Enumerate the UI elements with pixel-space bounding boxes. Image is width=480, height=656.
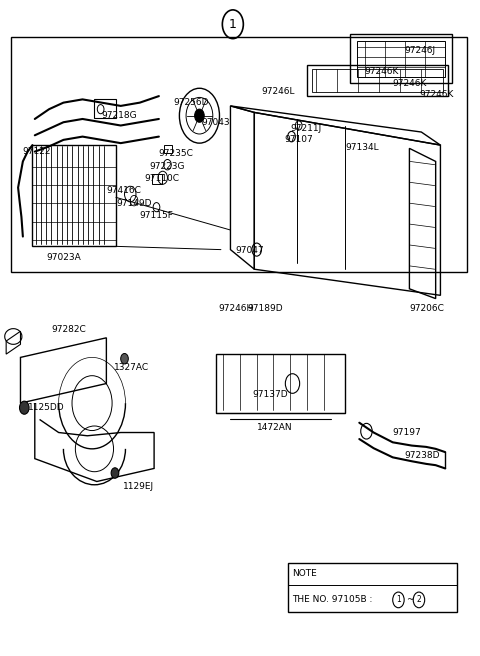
Text: 1472AN: 1472AN bbox=[257, 422, 292, 432]
Bar bbox=[33, 145, 116, 247]
Bar bbox=[357, 41, 445, 77]
Text: 97246K: 97246K bbox=[393, 79, 427, 88]
Bar bbox=[152, 174, 162, 184]
Text: 97197: 97197 bbox=[393, 428, 421, 437]
Text: 97149D: 97149D bbox=[116, 199, 151, 208]
Text: 1327AC: 1327AC bbox=[114, 363, 149, 372]
Text: 97122: 97122 bbox=[23, 147, 51, 156]
Text: 1125DD: 1125DD bbox=[28, 403, 64, 412]
Text: 97211J: 97211J bbox=[290, 123, 321, 133]
Text: 97282C: 97282C bbox=[51, 325, 86, 335]
Text: THE NO. 97105B :: THE NO. 97105B : bbox=[292, 596, 376, 604]
Text: 97246H: 97246H bbox=[218, 304, 254, 313]
Text: 97110C: 97110C bbox=[144, 174, 180, 183]
Text: 97218G: 97218G bbox=[102, 112, 137, 120]
Text: 1: 1 bbox=[396, 596, 401, 604]
Bar bbox=[350, 34, 452, 83]
Bar bbox=[11, 37, 467, 272]
Text: 97134L: 97134L bbox=[345, 142, 379, 152]
Text: 97137D: 97137D bbox=[252, 390, 288, 399]
Text: 97023A: 97023A bbox=[47, 253, 82, 262]
Circle shape bbox=[111, 468, 119, 478]
Text: 97047: 97047 bbox=[235, 247, 264, 255]
Bar bbox=[95, 99, 116, 117]
Text: 1: 1 bbox=[229, 18, 237, 31]
Circle shape bbox=[120, 354, 128, 364]
Text: 97246L: 97246L bbox=[262, 87, 295, 96]
Text: 97246K: 97246K bbox=[419, 91, 453, 99]
Text: 97416C: 97416C bbox=[107, 186, 141, 195]
Text: 97206C: 97206C bbox=[409, 304, 444, 313]
Bar bbox=[164, 145, 172, 153]
Bar bbox=[288, 563, 457, 612]
Text: 97238D: 97238D bbox=[405, 451, 440, 460]
Text: 1129EJ: 1129EJ bbox=[123, 482, 154, 491]
Text: NOTE: NOTE bbox=[292, 569, 317, 579]
Text: 97189D: 97189D bbox=[247, 304, 283, 313]
Circle shape bbox=[195, 109, 204, 122]
Bar bbox=[312, 70, 443, 92]
Text: 97246K: 97246K bbox=[364, 67, 398, 76]
Text: 97115F: 97115F bbox=[140, 211, 174, 220]
Text: 97246J: 97246J bbox=[405, 46, 436, 55]
Text: 97235C: 97235C bbox=[159, 149, 194, 158]
Text: 97107: 97107 bbox=[284, 135, 313, 144]
Text: 97043: 97043 bbox=[202, 117, 230, 127]
Circle shape bbox=[20, 401, 29, 414]
Text: 2: 2 bbox=[417, 596, 421, 604]
Bar bbox=[307, 65, 447, 96]
Text: 97223G: 97223G bbox=[149, 161, 185, 171]
Text: 97256D: 97256D bbox=[173, 98, 209, 107]
Text: ~: ~ bbox=[406, 596, 414, 604]
